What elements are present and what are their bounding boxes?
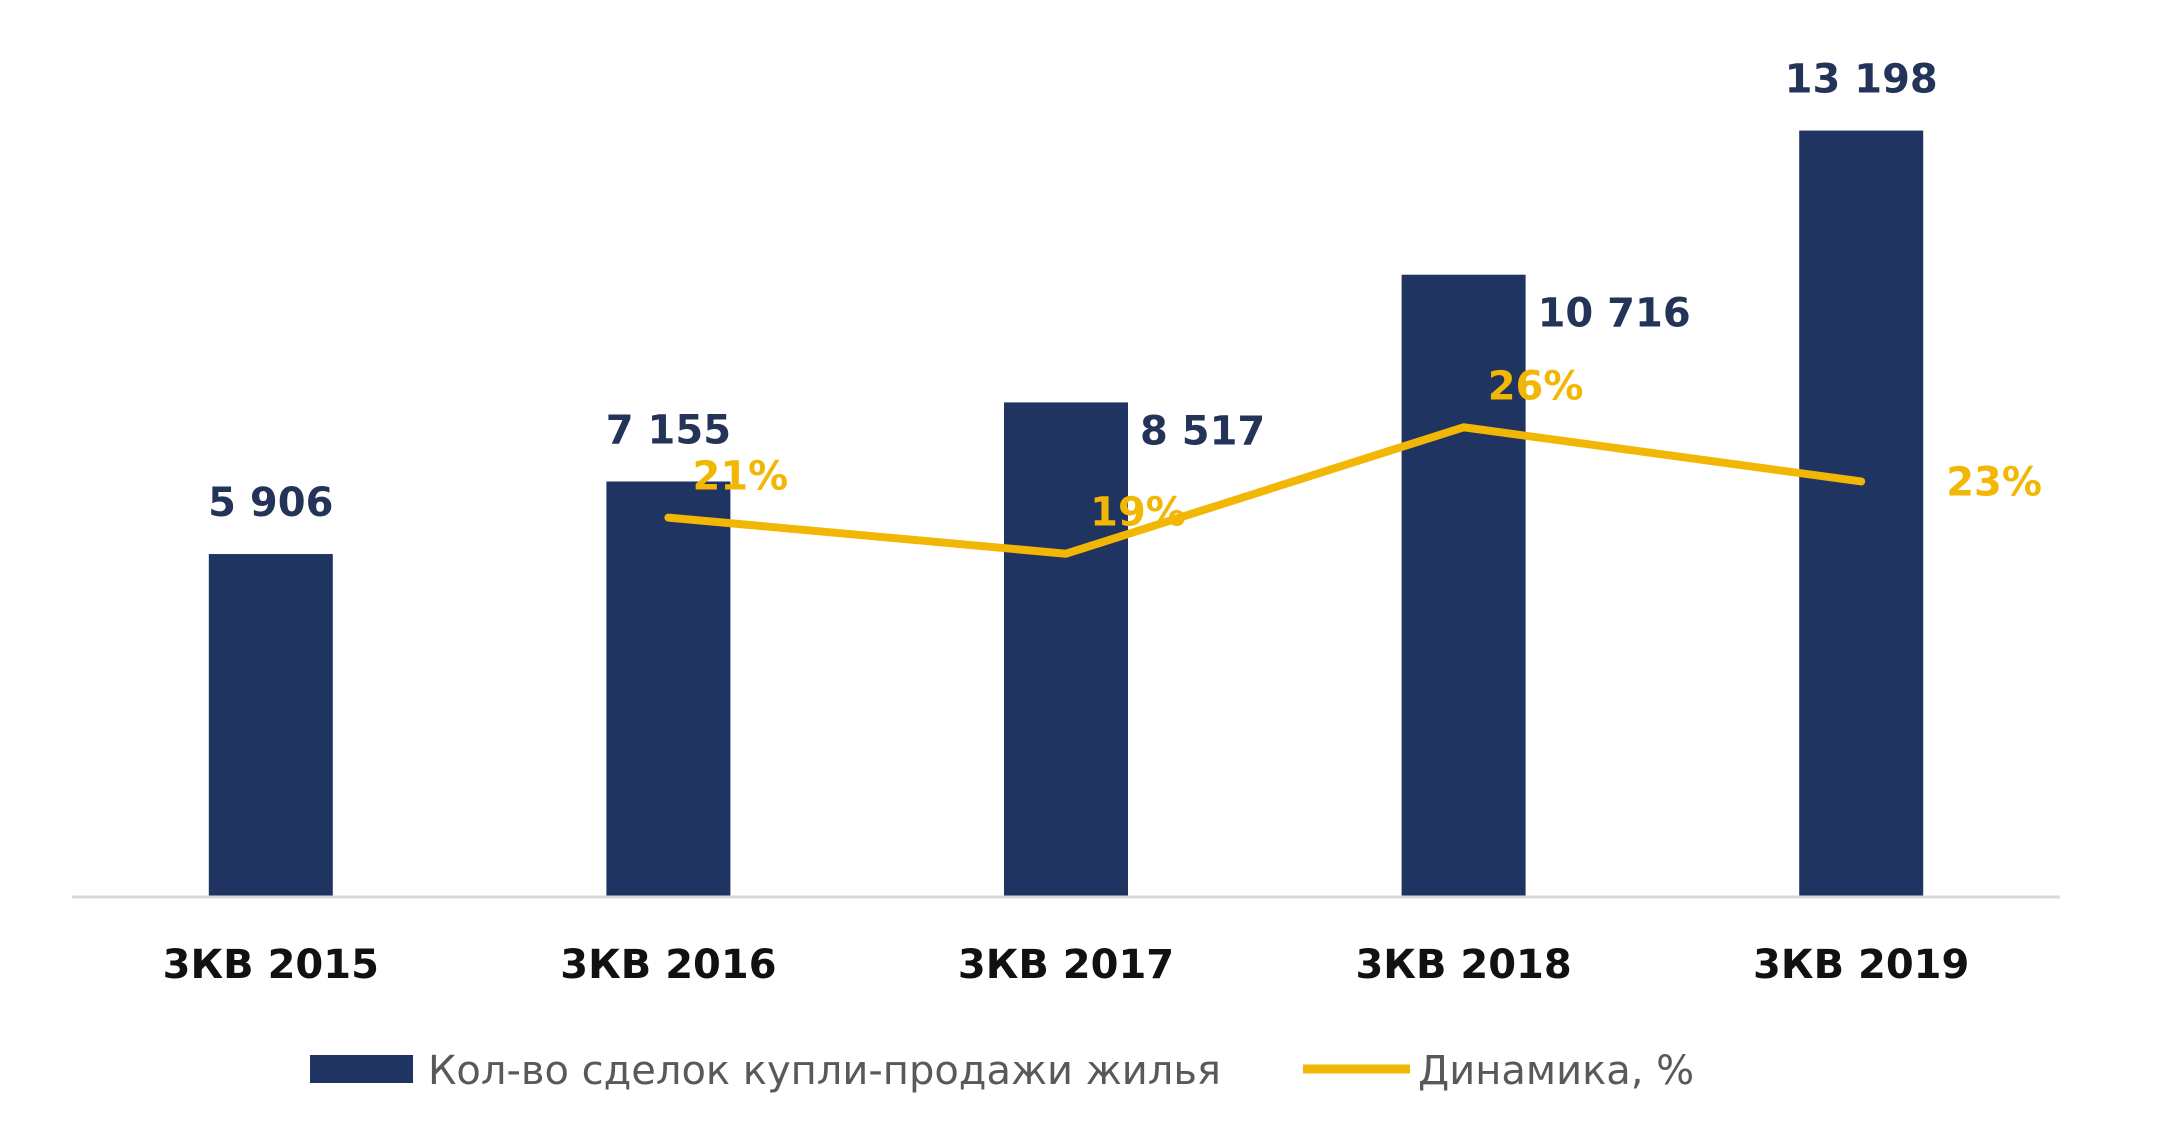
line-value-label-3: 19% — [1090, 490, 1186, 536]
bars-layer — [208, 130, 1924, 898]
line-layer — [664, 423, 1866, 558]
category-label-4: 3КВ 2018 — [1355, 942, 1571, 988]
category-label-2: 3КВ 2016 — [560, 942, 776, 988]
bar-value-label-1: 5 906 — [208, 480, 333, 526]
legend-bar-label: Кол-во сделок купли-продажи жилья — [428, 1048, 1221, 1094]
bar-value-label-4: 10 716 — [1538, 291, 1691, 337]
category-label-5: 3КВ 2019 — [1753, 942, 1969, 988]
bar-value-label-5: 13 198 — [1785, 57, 1938, 103]
bar-value-label-2: 7 155 — [606, 407, 731, 453]
legend-line-label: Динамика, % — [1418, 1048, 1694, 1094]
line-value-label-5: 23% — [1946, 459, 2042, 505]
bar-4 — [1401, 274, 1526, 898]
legend-bar-swatch — [310, 1055, 413, 1083]
bar-3 — [1004, 402, 1128, 897]
line-value-label-2: 21% — [693, 454, 789, 500]
bar-1 — [208, 554, 333, 897]
labels-layer: 5 906 7 155 8 517 10 716 13 198 21% 19% 26% 23% — [208, 57, 2042, 536]
bar-value-label-3: 8 517 — [1140, 408, 1265, 454]
bar-5 — [1799, 130, 1924, 897]
category-labels: 3КВ 2015 3КВ 2016 3КВ 2017 3КВ 2018 3КВ 2019 — [163, 942, 1970, 988]
dynamics-line — [664, 423, 1866, 558]
bar-2 — [606, 481, 731, 897]
category-label-3: 3КВ 2017 — [958, 942, 1174, 988]
category-label-1: 3КВ 2015 — [163, 942, 379, 988]
line-value-label-4: 26% — [1488, 363, 1584, 409]
legend: Кол-во сделок купли-продажи жилья Динами… — [310, 1048, 1694, 1094]
